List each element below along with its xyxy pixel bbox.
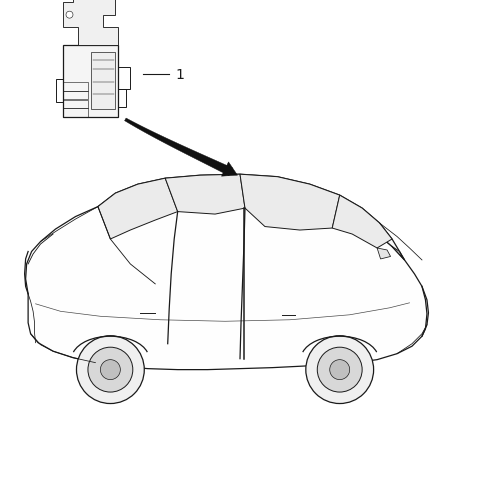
Polygon shape	[98, 179, 178, 240]
Circle shape	[76, 336, 144, 404]
Polygon shape	[63, 0, 118, 45]
Polygon shape	[221, 163, 238, 177]
Polygon shape	[25, 191, 429, 370]
Circle shape	[317, 348, 362, 392]
Circle shape	[66, 12, 73, 19]
Polygon shape	[98, 175, 405, 260]
Circle shape	[330, 360, 350, 380]
Polygon shape	[165, 175, 245, 214]
Text: 1: 1	[175, 68, 184, 82]
Circle shape	[306, 336, 373, 404]
Polygon shape	[240, 175, 340, 230]
Polygon shape	[91, 53, 115, 110]
Polygon shape	[332, 196, 392, 248]
Circle shape	[100, 360, 120, 380]
Polygon shape	[63, 45, 118, 118]
Polygon shape	[377, 248, 391, 259]
Polygon shape	[125, 119, 233, 176]
Circle shape	[88, 348, 133, 392]
